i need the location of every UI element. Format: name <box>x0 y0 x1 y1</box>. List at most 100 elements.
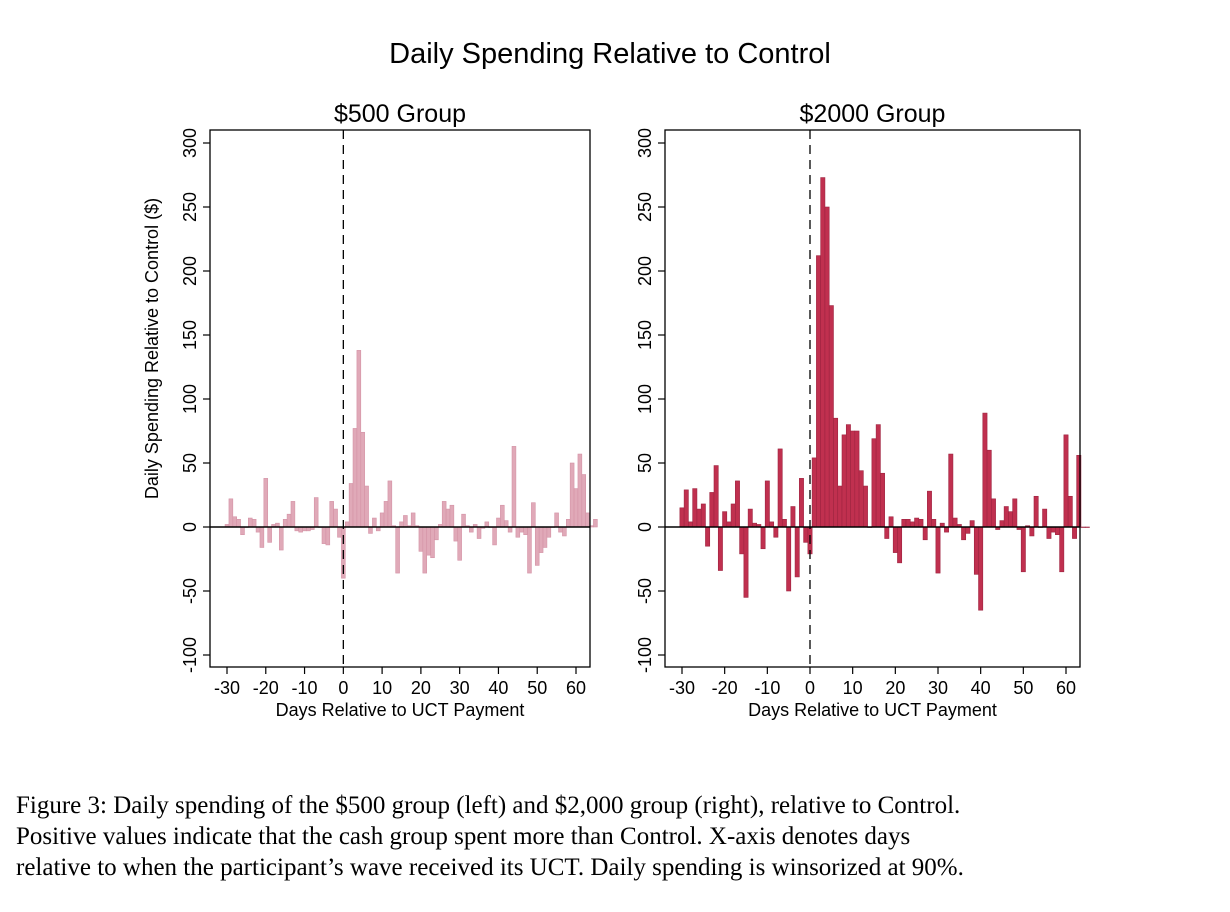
bar <box>969 520 975 528</box>
bar <box>337 526 342 538</box>
bar <box>948 453 954 528</box>
bar <box>228 498 234 528</box>
bar <box>507 526 513 533</box>
bar <box>290 501 296 528</box>
x-tick-label: 60 <box>566 678 586 698</box>
bar <box>764 480 770 528</box>
bar <box>888 516 894 528</box>
bar <box>344 521 350 528</box>
bar <box>1072 526 1077 539</box>
bar <box>267 526 272 543</box>
bar <box>511 446 517 528</box>
bar <box>722 511 728 528</box>
x-tick-label: 20 <box>885 678 905 698</box>
bar <box>263 478 269 528</box>
y-tick-label: 0 <box>635 522 655 532</box>
bar <box>379 512 385 528</box>
bar <box>717 526 723 571</box>
bar <box>688 521 693 528</box>
bar <box>781 519 787 528</box>
bar <box>880 472 885 528</box>
bar <box>909 521 915 528</box>
bar <box>348 483 354 528</box>
y-tick-label: 250 <box>180 192 200 222</box>
x-tick-label: -30 <box>669 678 695 698</box>
bar <box>1033 495 1039 528</box>
bar <box>769 521 775 528</box>
y-tick-label: 0 <box>180 522 200 532</box>
bar <box>1063 434 1069 528</box>
bar <box>999 520 1005 528</box>
x-axis-label: Days Relative to UCT Payment <box>748 700 997 720</box>
bar <box>931 519 937 528</box>
bar <box>679 507 685 528</box>
bar <box>403 515 408 528</box>
bar <box>538 526 544 553</box>
bar <box>871 438 877 528</box>
bar <box>410 512 416 528</box>
bar <box>593 519 598 528</box>
bar <box>965 526 971 534</box>
y-tick-label: 250 <box>635 192 655 222</box>
bar <box>773 526 779 538</box>
x-tick-label: 0 <box>805 678 815 698</box>
bar <box>333 508 338 528</box>
bar <box>434 526 439 541</box>
bar <box>542 526 548 548</box>
bar <box>986 449 992 528</box>
plot-frame <box>664 129 1081 668</box>
bar <box>973 526 979 575</box>
figure-caption: Figure 3: Daily spending of the $500 gro… <box>16 790 1206 883</box>
x-tick-label: -30 <box>214 678 240 698</box>
figure-title: Daily Spending Relative to Control <box>389 38 831 70</box>
bar <box>747 508 753 528</box>
x-axis-label: Days Relative to UCT Payment <box>276 700 525 720</box>
bar <box>364 485 369 528</box>
bar <box>430 526 435 559</box>
bar <box>897 526 903 564</box>
bar <box>935 526 941 574</box>
y-tick-label: -100 <box>180 637 200 673</box>
bar <box>441 501 447 528</box>
bar <box>820 177 826 528</box>
bar <box>418 526 424 552</box>
bar <box>794 526 800 578</box>
bar <box>863 485 868 528</box>
caption-line: Figure 3: Daily spending of the $500 gro… <box>16 792 961 819</box>
bar <box>581 474 586 528</box>
bar <box>786 526 792 592</box>
bar <box>735 480 740 528</box>
bar <box>841 434 847 528</box>
y-tick-label: 300 <box>635 128 655 158</box>
bar <box>282 519 288 528</box>
bar <box>251 519 257 528</box>
bar <box>1084 526 1090 528</box>
bar <box>833 417 839 528</box>
bar <box>585 512 590 528</box>
bar <box>1003 506 1009 528</box>
bar <box>1055 526 1060 535</box>
bar <box>469 526 474 533</box>
bar <box>713 465 719 528</box>
plot-frame <box>209 129 591 668</box>
bar <box>743 526 749 598</box>
bar <box>884 526 890 539</box>
bar <box>445 508 451 528</box>
bar <box>1059 526 1065 573</box>
y-tick-label: 100 <box>180 384 200 414</box>
bar <box>546 526 552 538</box>
bar <box>811 457 817 528</box>
bar <box>709 492 715 528</box>
bar <box>232 516 237 528</box>
bar <box>313 497 319 528</box>
bar <box>914 517 920 528</box>
bar <box>799 478 804 528</box>
x-tick-label: -10 <box>292 678 318 698</box>
bar <box>360 431 365 528</box>
x-tick-label: 20 <box>411 678 431 698</box>
x-tick-label: 60 <box>1056 678 1076 698</box>
bar <box>944 526 949 533</box>
bar <box>683 489 689 528</box>
bar <box>457 526 462 561</box>
